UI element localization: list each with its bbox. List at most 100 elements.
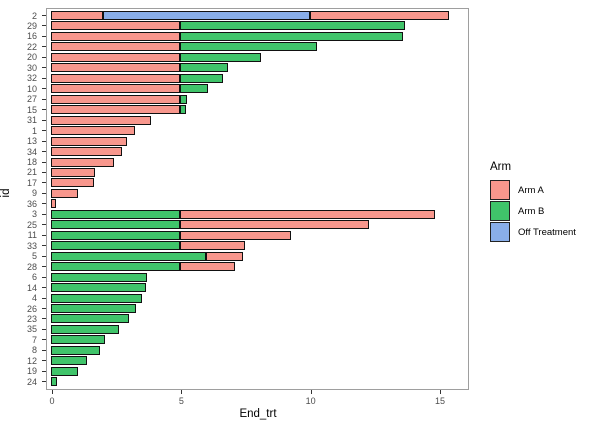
y-tick-label: 21 [26, 167, 37, 178]
y-tick-label: 5 [31, 251, 37, 262]
bar-segment [51, 11, 103, 20]
x-tick [310, 390, 312, 394]
x-tick-label: 5 [178, 396, 184, 406]
y-tick-label: 30 [26, 62, 37, 73]
bar-segment [51, 272, 148, 282]
x-tick-label: 10 [305, 396, 316, 406]
y-tick [42, 245, 46, 247]
y-tick-label: 14 [26, 282, 37, 293]
legend-item: Arm A [490, 180, 576, 200]
bar-segment [51, 63, 181, 73]
y-tick [42, 171, 46, 173]
y-tick-label: 7 [31, 334, 37, 345]
y-tick-label: 9 [31, 188, 37, 199]
x-tick [52, 390, 53, 394]
bar-segment [51, 283, 146, 293]
bar-segment [51, 345, 101, 355]
bar-segment [180, 209, 436, 219]
y-tick [42, 360, 46, 362]
y-tick [42, 308, 46, 310]
bar-segment [180, 42, 318, 52]
bar-segment [51, 31, 181, 41]
bar-segment [51, 157, 114, 167]
x-tick-label: 15 [435, 396, 446, 406]
y-tick [42, 276, 46, 278]
bar-segment [180, 220, 369, 230]
bar-segment [180, 52, 261, 62]
bar-segment [206, 251, 244, 261]
bar-segment [51, 94, 181, 104]
bar-segment [51, 314, 129, 324]
y-tick [42, 98, 46, 100]
y-tick [42, 161, 46, 163]
bar-segment [51, 335, 106, 345]
legend-swatch [490, 180, 510, 200]
bar-segment [51, 324, 120, 334]
y-tick [42, 213, 46, 215]
y-tick [42, 67, 46, 69]
legend: Arm Arm A Arm B Off Treatment [490, 161, 576, 243]
legend-title: Arm [490, 161, 512, 173]
y-tick [42, 182, 46, 184]
y-tick [42, 370, 46, 372]
bar-segment [51, 230, 181, 240]
bar-segment [51, 241, 181, 251]
y-tick [42, 46, 46, 48]
y-tick-label: 19 [26, 366, 37, 377]
bar-segment [180, 241, 246, 251]
legend-label: Off Treatment [518, 226, 576, 238]
y-tick [42, 119, 46, 121]
y-tick-label: 6 [31, 272, 37, 283]
x-tick [181, 390, 183, 394]
y-tick-label: 11 [27, 230, 37, 241]
y-tick-label: 1 [31, 125, 37, 136]
y-tick [42, 140, 46, 142]
bar-segment [51, 21, 181, 31]
y-tick-label: 17 [26, 177, 37, 188]
y-tick [42, 77, 46, 79]
y-tick-label: 13 [26, 136, 37, 147]
legend-label: Arm A [518, 184, 544, 196]
legend-item: Arm B [490, 201, 576, 221]
y-tick [42, 88, 46, 90]
y-tick-label: 4 [31, 293, 37, 304]
y-tick [42, 381, 46, 383]
y-tick-label: 8 [31, 345, 37, 356]
y-tick [42, 266, 46, 268]
bar-segment [51, 304, 137, 314]
y-tick [42, 56, 46, 58]
y-tick [42, 151, 46, 153]
bar-segment [51, 188, 78, 198]
y-tick [42, 297, 46, 299]
y-tick [42, 109, 46, 111]
y-tick-label: 3 [31, 209, 37, 220]
y-tick [42, 287, 46, 289]
bar-segment [51, 356, 88, 366]
x-tick [440, 390, 442, 394]
bar-segment [180, 94, 188, 104]
bar-segment [51, 84, 181, 94]
legend-swatch [490, 201, 510, 221]
bar-segment [180, 63, 229, 73]
bar-segment [51, 115, 151, 125]
bar-segment [51, 42, 181, 52]
y-tick-label: 22 [26, 41, 37, 52]
bar-segment [51, 147, 122, 157]
y-tick [42, 224, 46, 226]
y-tick-label: 25 [26, 219, 37, 230]
y-tick [42, 35, 46, 37]
y-tick [42, 15, 46, 16]
bar-segment [51, 199, 57, 209]
y-tick [42, 318, 46, 320]
y-tick-label: 24 [26, 376, 37, 387]
y-tick-label: 33 [26, 240, 37, 251]
bar-segment [180, 31, 403, 41]
bar-segment [51, 262, 181, 272]
bar-segment [180, 73, 224, 83]
y-tick [42, 255, 46, 257]
legend-items: Arm A Arm B Off Treatment [490, 180, 576, 242]
y-tick-label: 31 [26, 115, 37, 126]
x-axis-title: End_trt [239, 408, 277, 420]
y-tick [42, 203, 46, 205]
